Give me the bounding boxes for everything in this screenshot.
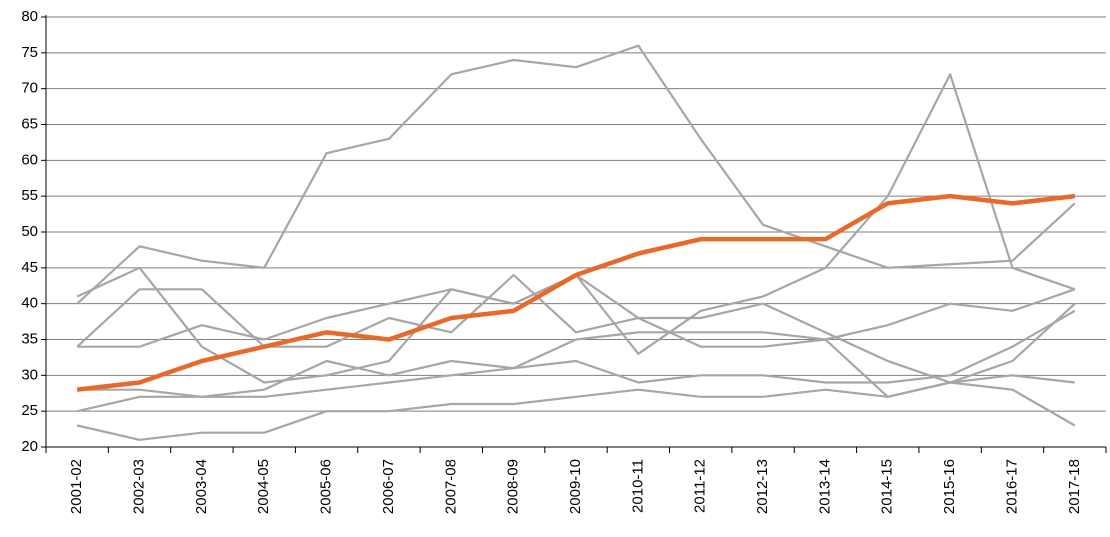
y-tick-label: 60 [21, 151, 38, 168]
x-tick-label: 2011-12 [692, 459, 709, 513]
x-tick-label: 2001-02 [68, 459, 85, 514]
y-tick-label: 30 [21, 366, 38, 383]
x-tick-label: 2002-03 [130, 459, 147, 514]
x-tick-label: 2012-13 [754, 459, 771, 514]
x-tick-label: 2017-18 [1066, 459, 1083, 514]
series-line [76, 44, 1076, 305]
x-tick-label: 2006-07 [380, 459, 397, 514]
y-tick-label: 45 [21, 259, 38, 276]
y-tick-label: 20 [21, 438, 38, 455]
y-tick-label: 75 [21, 44, 38, 61]
y-tick-label: 70 [21, 80, 38, 97]
x-tick-label: 2005-06 [318, 459, 335, 514]
y-tick-label: 50 [21, 223, 38, 240]
x-tick-label: 2013-14 [816, 459, 833, 514]
y-tick-label: 40 [21, 295, 38, 312]
y-tick-label: 25 [21, 402, 38, 419]
x-tick-label: 2014-15 [879, 459, 896, 514]
x-tick-label: 2008-09 [505, 459, 522, 514]
x-tick-label: 2003-04 [193, 459, 210, 514]
y-tick-label: 35 [21, 330, 38, 347]
series-line [76, 73, 1076, 384]
x-tick-label: 2004-05 [255, 459, 272, 514]
y-tick-label: 80 [21, 8, 38, 25]
x-tick-label: 2016-17 [1003, 459, 1020, 514]
x-tick-label: 2010-11 [629, 459, 646, 513]
series-line [76, 193, 1076, 392]
series-line [77, 309, 1076, 398]
x-tick-label: 2009-10 [567, 459, 584, 514]
x-tick-label: 2007-08 [442, 459, 459, 514]
y-tick-label: 65 [21, 115, 38, 132]
x-tick-label: 2015-16 [941, 459, 958, 514]
series-line [76, 374, 1075, 441]
series-line [76, 273, 1076, 427]
y-tick-label: 55 [21, 187, 38, 204]
